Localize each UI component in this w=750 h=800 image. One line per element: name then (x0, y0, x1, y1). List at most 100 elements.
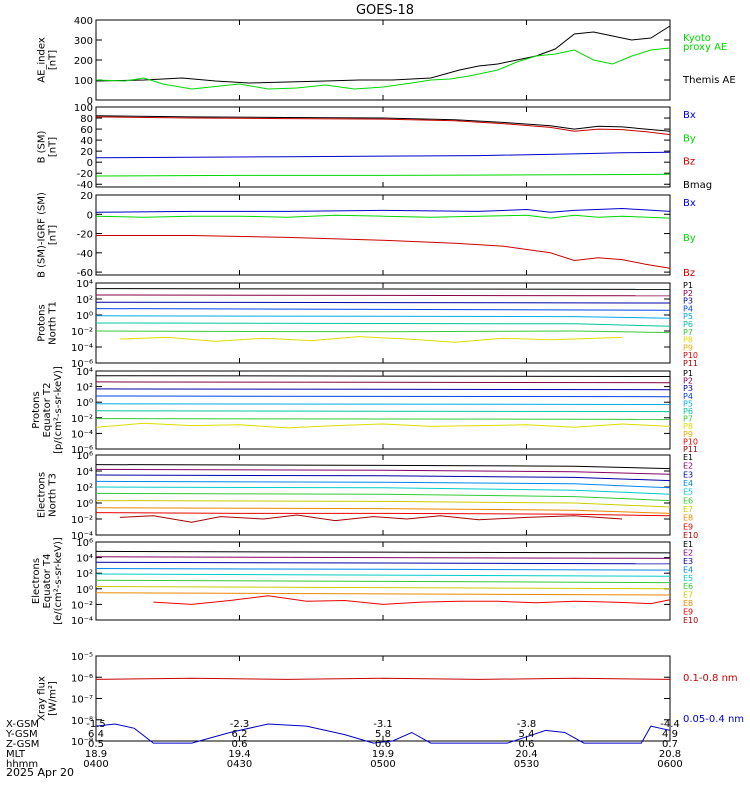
y-tick-label: 10⁻⁶ (71, 445, 93, 456)
series-line-P5 (95, 403, 671, 405)
y-tick-label: 0 (87, 158, 93, 169)
series-line-E2 (95, 556, 671, 559)
legend-p1: P1 (683, 369, 693, 378)
legend-p11: P11 (683, 359, 698, 368)
y-axis-label: Equator T4 (42, 554, 53, 609)
panel-8: 10⁻⁹ 10⁻⁸ 10⁻⁷ 10⁻⁶ 10⁻⁵ Xray flux [W/m²] 0.1-0… (37, 652, 745, 748)
series-line-E9 (153, 595, 671, 605)
series-line-P1 (95, 288, 671, 290)
legend-kyoto: Kyoto (683, 33, 711, 44)
y-tick-label: 0 (87, 210, 93, 221)
y-tick-label: -20 (77, 169, 93, 180)
y-axis-label: [nT] (48, 137, 59, 157)
legend-0-05-0-4-nm: 0.05-0.4 nm (683, 714, 744, 725)
series-line-E3 (95, 561, 671, 565)
y-tick-label: 10⁴ (76, 467, 93, 478)
y-tick-label: 10⁰ (76, 398, 93, 409)
y-axis-label: [nT] (48, 50, 59, 70)
orbit-value: 6.2 (232, 729, 248, 740)
series-line-E4 (95, 480, 671, 489)
series-line-E8 (95, 507, 671, 514)
y-tick-label: -60 (77, 268, 93, 279)
series-line-black (95, 25, 671, 84)
series-line-green (95, 214, 671, 219)
y-axis-label: Protons (31, 391, 42, 428)
y-tick-label: 10² (76, 483, 93, 494)
legend-p3: P3 (683, 297, 693, 306)
legend-e7: E7 (683, 505, 693, 514)
legend-e2: E2 (683, 462, 693, 471)
series-line-E1 (95, 464, 671, 470)
y-tick-label: 10⁻⁵ (71, 652, 93, 663)
panel-5: 10⁻⁶ 10⁻⁴ 10⁻² 10⁰ 10² 10⁴ Protons Equator T2 [p… (31, 366, 698, 456)
orbit-row-label: MLT (6, 749, 26, 760)
legend-e8: E8 (683, 599, 693, 608)
orbit-value: -1.5 (86, 719, 106, 730)
orbit-value: 6.4 (88, 729, 104, 740)
legend-by: By (683, 233, 696, 244)
series-line-blue (95, 723, 671, 744)
series-line-E5 (95, 573, 671, 577)
y-axis-label: B (SM)-IGRF (SM) (37, 192, 48, 278)
y-tick-label: 10⁻² (71, 327, 93, 338)
y-tick-label: 60 (80, 125, 93, 136)
series-line-E2 (95, 468, 671, 475)
legend-p9: P9 (683, 343, 693, 352)
legend-p4: P4 (683, 304, 693, 313)
legend-e6: E6 (683, 582, 693, 591)
y-tick-label: 10⁶ (76, 538, 93, 549)
y-tick-label: 10⁻⁶ (71, 359, 93, 370)
y-tick-label: 10⁻⁶ (71, 673, 93, 684)
legend-bx: Bx (683, 198, 696, 209)
y-tick-label: 300 (74, 36, 93, 47)
orbit-row-label: X-GSM (6, 719, 39, 730)
series-line-P4 (95, 308, 671, 311)
series-line-P2 (95, 294, 671, 297)
orbit-row-label: Y-GSM (5, 729, 38, 740)
y-tick-label: 400 (74, 16, 93, 27)
orbit-value: 0.6 (232, 739, 248, 750)
chart-title: GOES-18 (356, 3, 414, 18)
series-line-E4 (95, 568, 671, 571)
orbit-value: 5.8 (375, 729, 391, 740)
orbit-value: 0400 (83, 759, 108, 770)
series-line-P7 (95, 330, 671, 334)
series-line-P3 (95, 388, 671, 391)
legend-p7: P7 (683, 415, 693, 424)
orbit-value: 4.9 (662, 729, 678, 740)
y-tick-label: 10⁴ (76, 367, 93, 378)
legend-bz: Bz (683, 157, 695, 168)
series-line-E5 (95, 486, 671, 495)
legend-e10: E10 (683, 531, 698, 540)
series-line-green (95, 173, 671, 177)
orbit-value: -4.4 (660, 719, 680, 730)
y-tick-label: 10⁰ (76, 311, 93, 322)
y-tick-label: 10⁶ (76, 451, 93, 462)
orbit-value: 18.9 (85, 749, 107, 760)
legend-p2: P2 (683, 289, 693, 298)
legend-p10: P10 (683, 351, 698, 360)
series-line-blue (95, 151, 671, 159)
date-label: 2025 Apr 20 (6, 766, 74, 779)
series-line-P6 (95, 322, 671, 327)
legend-themis-ae: Themis AE (682, 75, 736, 86)
legend-proxy-ae: proxy AE (683, 42, 727, 53)
legend-p9: P9 (683, 430, 693, 439)
orbit-value: 20.8 (659, 749, 681, 760)
series-line-P6 (95, 410, 671, 413)
legend-e7: E7 (683, 591, 693, 600)
legend-e6: E6 (683, 496, 693, 505)
y-tick-label: 10⁻⁴ (71, 616, 93, 627)
legend-e1: E1 (683, 453, 693, 462)
series-line-E7 (95, 586, 671, 590)
series-line-E1 (95, 550, 671, 554)
y-tick-label: 20 (80, 191, 93, 202)
orbit-value: 19.9 (372, 749, 394, 760)
legend-e5: E5 (683, 574, 693, 583)
series-line-red (95, 677, 671, 680)
orbit-value: 0600 (657, 759, 682, 770)
legend-p6: P6 (683, 320, 693, 329)
orbit-value: -3.1 (373, 719, 393, 730)
